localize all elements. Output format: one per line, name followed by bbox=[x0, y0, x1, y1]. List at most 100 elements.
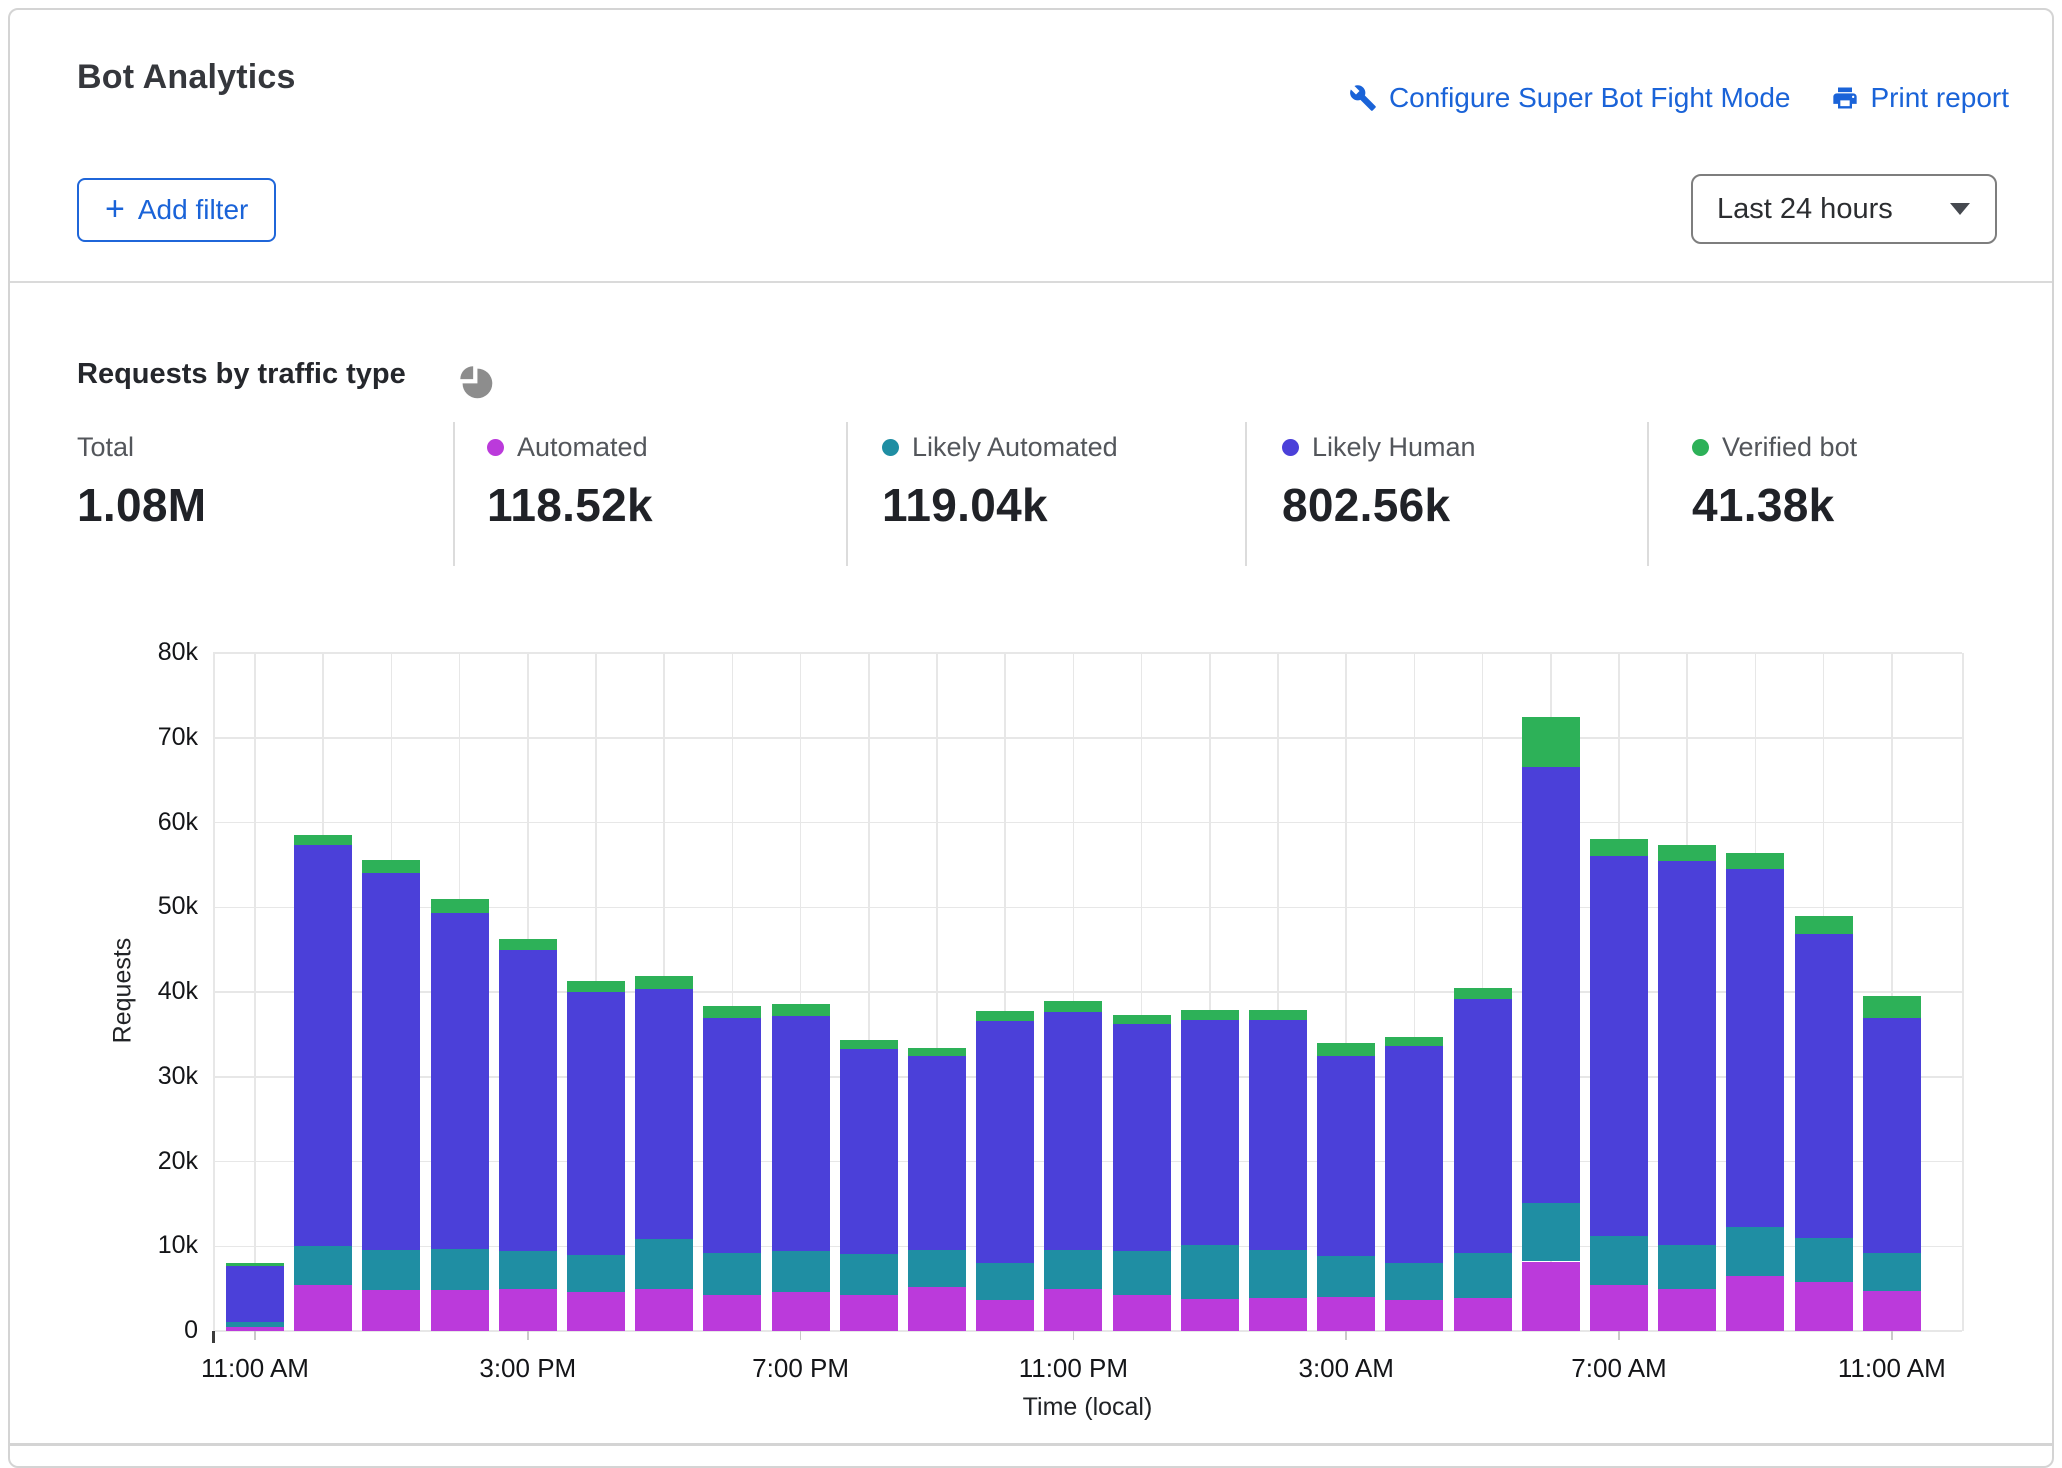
add-filter-button[interactable]: + Add filter bbox=[77, 178, 277, 242]
bar-segment-automated[interactable] bbox=[1862, 1291, 1921, 1331]
bar-segment-verified-bot[interactable] bbox=[1112, 1014, 1171, 1025]
bar-segment-likely-human[interactable] bbox=[1180, 1019, 1239, 1246]
bar-segment-likely-human[interactable] bbox=[430, 913, 489, 1249]
bar-segment-likely-human[interactable] bbox=[1726, 869, 1785, 1227]
bar-segment-likely-automated[interactable] bbox=[1521, 1203, 1580, 1262]
bar-segment-automated[interactable] bbox=[567, 1292, 625, 1331]
bar-segment-verified-bot[interactable] bbox=[226, 1263, 284, 1266]
bar-segment-likely-automated[interactable] bbox=[1590, 1236, 1648, 1286]
bar-segment-verified-bot[interactable] bbox=[1521, 717, 1580, 767]
bar-segment-likely-automated[interactable] bbox=[1658, 1244, 1717, 1289]
print-report-link[interactable]: Print report bbox=[1831, 82, 2009, 114]
bar-segment-automated[interactable] bbox=[635, 1288, 694, 1331]
bar-segment-likely-automated[interactable] bbox=[430, 1248, 489, 1291]
bar-segment-likely-automated[interactable] bbox=[1044, 1249, 1103, 1290]
bar-segment-likely-human[interactable] bbox=[1658, 861, 1717, 1245]
bar-segment-automated[interactable] bbox=[1453, 1297, 1512, 1331]
bar-segment-likely-human[interactable] bbox=[1112, 1024, 1171, 1252]
bar-segment-verified-bot[interactable] bbox=[294, 835, 353, 846]
bar-segment-verified-bot[interactable] bbox=[771, 1003, 830, 1016]
bar-segment-verified-bot[interactable] bbox=[430, 898, 489, 914]
bar-segment-likely-automated[interactable] bbox=[1794, 1237, 1853, 1282]
bar-segment-likely-human[interactable] bbox=[1249, 1019, 1307, 1250]
bar-segment-likely-automated[interactable] bbox=[1317, 1256, 1376, 1298]
bar-segment-automated[interactable] bbox=[498, 1288, 557, 1331]
bar-segment-likely-automated[interactable] bbox=[976, 1263, 1035, 1301]
bar-segment-verified-bot[interactable] bbox=[1453, 987, 1512, 999]
bar-segment-verified-bot[interactable] bbox=[839, 1040, 898, 1049]
bar-segment-likely-human[interactable] bbox=[498, 950, 557, 1252]
bar-segment-automated[interactable] bbox=[703, 1295, 762, 1331]
bar-segment-likely-human[interactable] bbox=[703, 1018, 762, 1254]
bar-segment-verified-bot[interactable] bbox=[1794, 915, 1853, 934]
bar-segment-likely-automated[interactable] bbox=[498, 1251, 557, 1289]
bar-segment-verified-bot[interactable] bbox=[1385, 1036, 1444, 1047]
bar-segment-verified-bot[interactable] bbox=[1180, 1009, 1239, 1020]
bar-segment-likely-automated[interactable] bbox=[1112, 1251, 1171, 1296]
bar-segment-automated[interactable] bbox=[771, 1292, 830, 1331]
bar-segment-likely-human[interactable] bbox=[1521, 766, 1580, 1204]
bar-segment-likely-human[interactable] bbox=[362, 873, 421, 1250]
bar-segment-likely-automated[interactable] bbox=[1453, 1253, 1512, 1298]
time-range-select[interactable]: Last 24 hours bbox=[1691, 174, 1997, 244]
bar-segment-verified-bot[interactable] bbox=[1726, 853, 1785, 870]
bar-segment-verified-bot[interactable] bbox=[703, 1006, 762, 1019]
bar-segment-verified-bot[interactable] bbox=[567, 980, 625, 992]
bar-segment-likely-human[interactable] bbox=[567, 992, 625, 1255]
bar-segment-automated[interactable] bbox=[839, 1295, 898, 1331]
bar-segment-likely-human[interactable] bbox=[908, 1056, 966, 1250]
bar-segment-verified-bot[interactable] bbox=[1862, 996, 1921, 1019]
bar-segment-likely-human[interactable] bbox=[1862, 1018, 1921, 1254]
bar-segment-likely-human[interactable] bbox=[635, 988, 694, 1240]
bar-segment-verified-bot[interactable] bbox=[1658, 844, 1717, 862]
bar-segment-automated[interactable] bbox=[430, 1290, 489, 1331]
bar-segment-likely-human[interactable] bbox=[839, 1048, 898, 1254]
bar-segment-likely-human[interactable] bbox=[1590, 856, 1648, 1237]
bar-segment-likely-human[interactable] bbox=[1044, 1012, 1103, 1250]
bar-segment-likely-automated[interactable] bbox=[567, 1254, 625, 1292]
bar-segment-likely-automated[interactable] bbox=[635, 1239, 694, 1289]
bar-segment-verified-bot[interactable] bbox=[1590, 839, 1648, 857]
bar-segment-likely-automated[interactable] bbox=[1385, 1263, 1444, 1300]
bar-segment-automated[interactable] bbox=[1794, 1281, 1853, 1331]
bar-segment-likely-automated[interactable] bbox=[294, 1246, 353, 1286]
bar-segment-likely-human[interactable] bbox=[1385, 1046, 1444, 1264]
bar-segment-likely-automated[interactable] bbox=[771, 1251, 830, 1292]
bar-segment-verified-bot[interactable] bbox=[1044, 1001, 1103, 1013]
bar-segment-verified-bot[interactable] bbox=[908, 1047, 966, 1057]
bar-segment-likely-automated[interactable] bbox=[1862, 1253, 1921, 1292]
bar-segment-automated[interactable] bbox=[294, 1285, 353, 1331]
bar-segment-verified-bot[interactable] bbox=[976, 1011, 1035, 1021]
bar-segment-verified-bot[interactable] bbox=[498, 938, 557, 951]
bar-segment-automated[interactable] bbox=[1385, 1299, 1444, 1331]
bar-segment-likely-human[interactable] bbox=[226, 1265, 284, 1322]
bar-segment-likely-automated[interactable] bbox=[908, 1249, 966, 1287]
bar-segment-likely-automated[interactable] bbox=[839, 1253, 898, 1296]
bar-segment-automated[interactable] bbox=[1317, 1297, 1376, 1331]
bar-segment-likely-human[interactable] bbox=[1453, 998, 1512, 1254]
bar-segment-verified-bot[interactable] bbox=[635, 975, 694, 989]
bar-segment-likely-automated[interactable] bbox=[226, 1321, 284, 1327]
bar-segment-automated[interactable] bbox=[1180, 1298, 1239, 1331]
configure-super-bot-fight-mode-link[interactable]: Configure Super Bot Fight Mode bbox=[1349, 82, 1791, 114]
bar-segment-likely-automated[interactable] bbox=[703, 1253, 762, 1296]
bar-segment-automated[interactable] bbox=[1249, 1297, 1307, 1331]
bar-segment-likely-human[interactable] bbox=[1317, 1056, 1376, 1257]
bar-segment-likely-human[interactable] bbox=[1794, 933, 1853, 1238]
bar-segment-automated[interactable] bbox=[1112, 1295, 1171, 1331]
bar-segment-automated[interactable] bbox=[908, 1286, 966, 1331]
bar-segment-automated[interactable] bbox=[1590, 1285, 1648, 1331]
bar-segment-automated[interactable] bbox=[1726, 1275, 1785, 1331]
bar-segment-likely-automated[interactable] bbox=[1726, 1226, 1785, 1276]
bar-segment-automated[interactable] bbox=[1044, 1289, 1103, 1331]
bar-segment-verified-bot[interactable] bbox=[362, 859, 421, 874]
bar-segment-automated[interactable] bbox=[1521, 1261, 1580, 1331]
bar-segment-likely-human[interactable] bbox=[976, 1020, 1035, 1264]
bar-segment-verified-bot[interactable] bbox=[1317, 1042, 1376, 1057]
bar-segment-automated[interactable] bbox=[976, 1300, 1035, 1331]
bar-segment-likely-human[interactable] bbox=[294, 845, 353, 1247]
bar-segment-automated[interactable] bbox=[362, 1290, 421, 1331]
bar-segment-automated[interactable] bbox=[1658, 1288, 1717, 1331]
bar-segment-likely-human[interactable] bbox=[771, 1015, 830, 1252]
bar-segment-verified-bot[interactable] bbox=[1249, 1009, 1307, 1020]
